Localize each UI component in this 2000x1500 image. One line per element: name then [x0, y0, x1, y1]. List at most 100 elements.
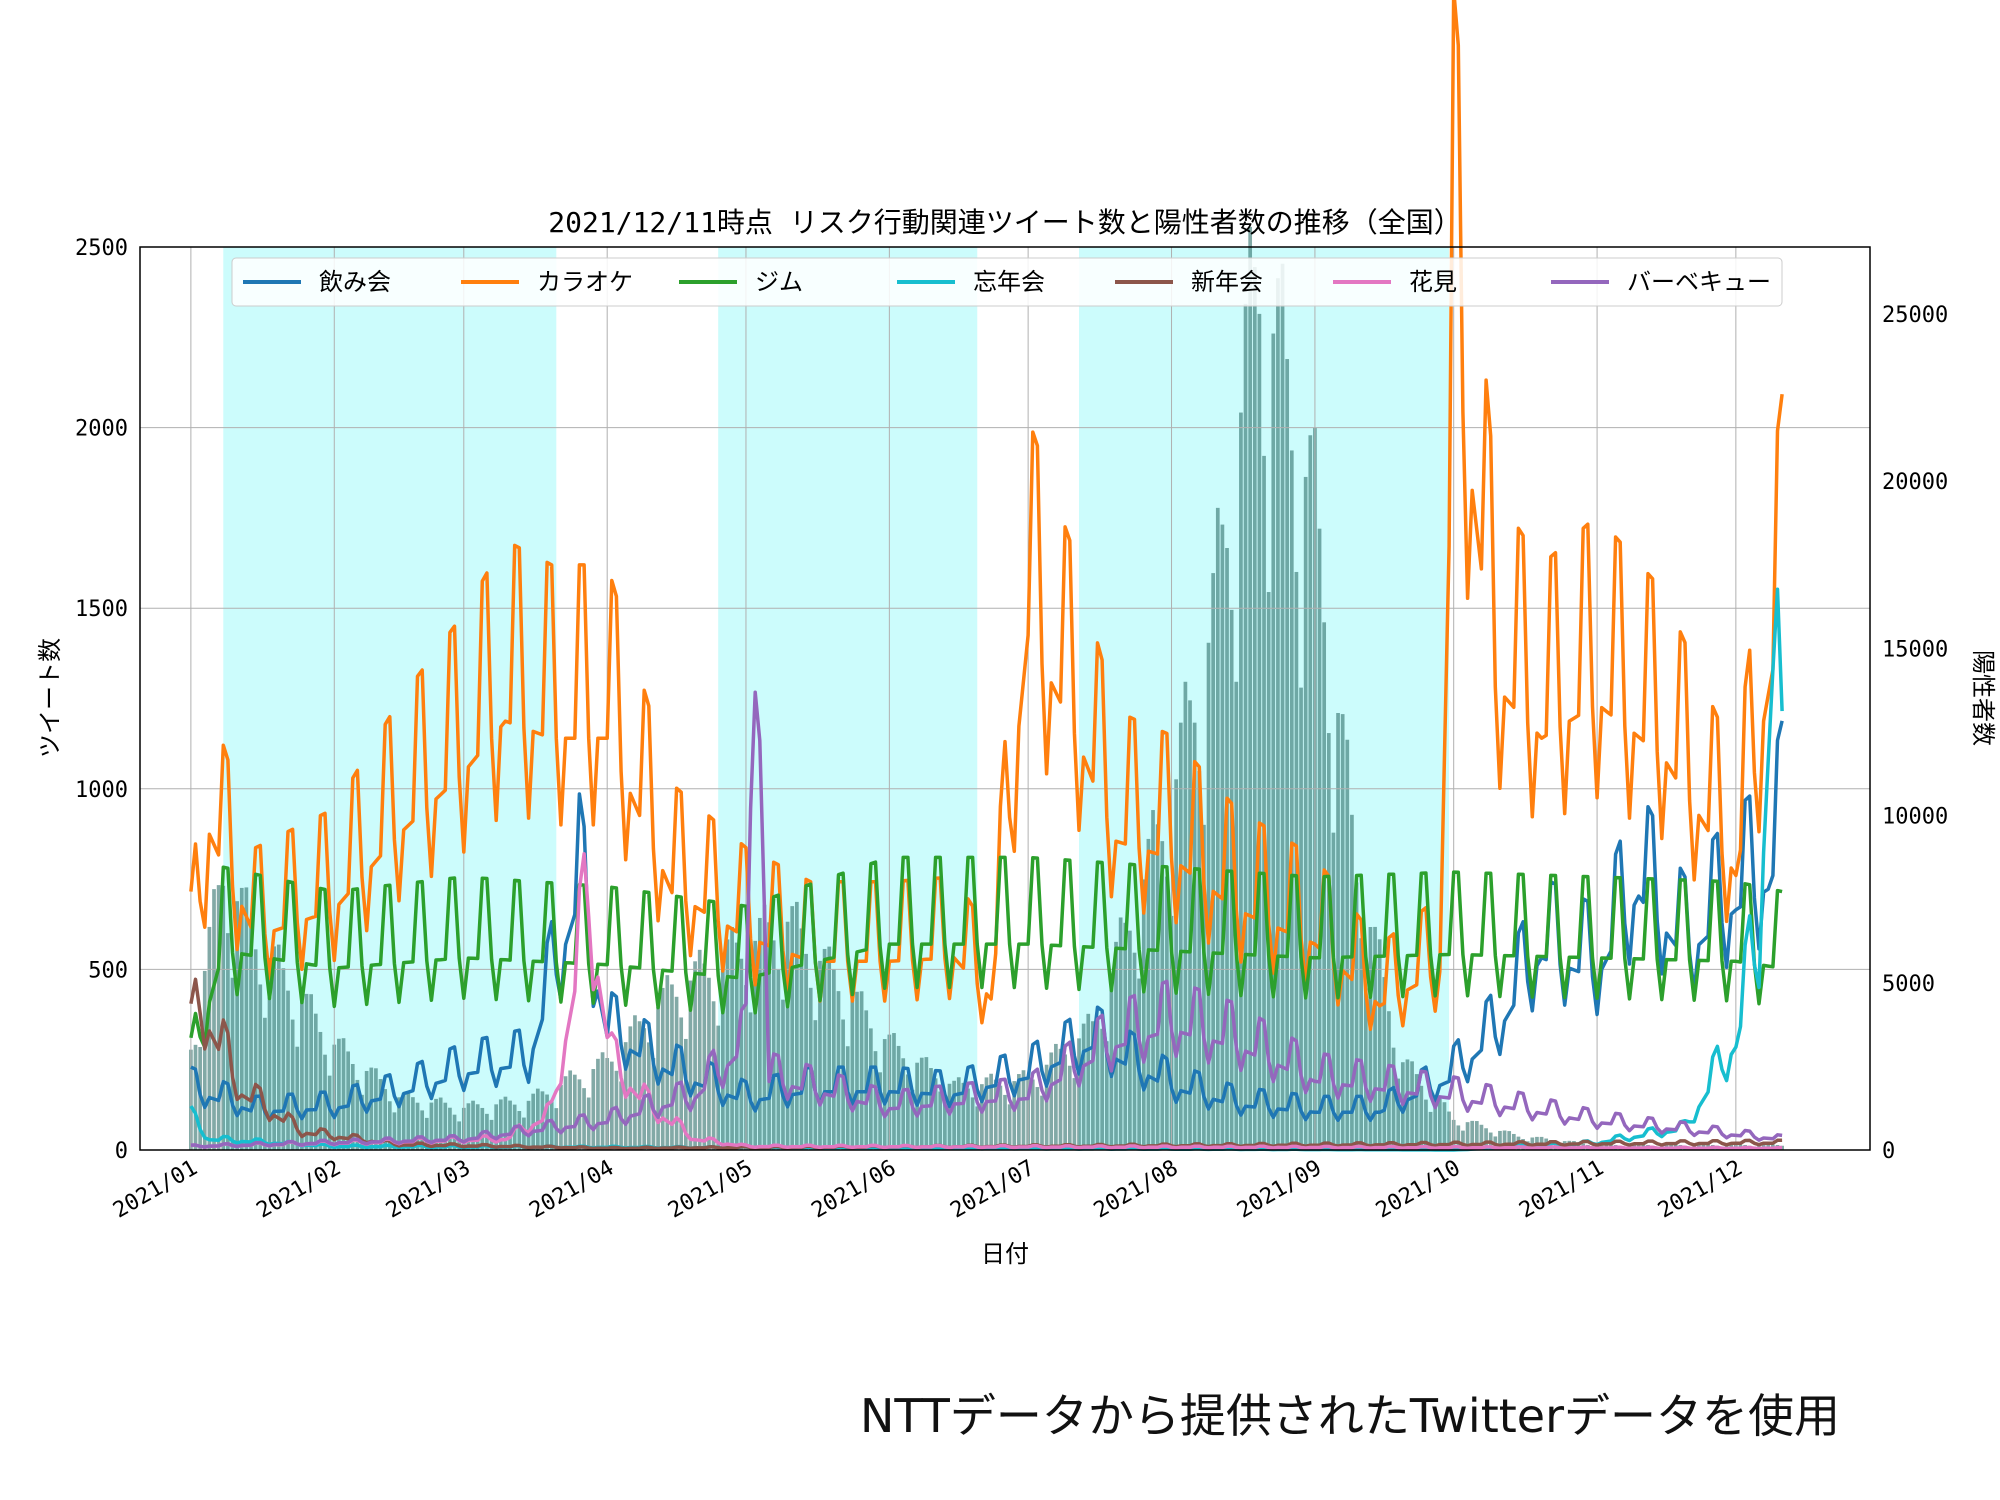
positive-cases-bar [804, 953, 808, 1150]
positive-cases-bar [827, 946, 832, 1150]
positive-cases-bar [434, 1098, 438, 1150]
positive-cases-bar [397, 1097, 401, 1150]
positive-cases-bar [596, 1058, 600, 1150]
positive-cases-bar [378, 1079, 383, 1150]
positive-cases-bar [1396, 1078, 1401, 1150]
positive-cases-bar [276, 944, 281, 1150]
positive-cases-bar [1086, 1013, 1091, 1150]
series-line-2 [189, 855, 1783, 1049]
x-tick-label: 2021/06 [808, 1156, 901, 1224]
positive-cases-bar [938, 1091, 943, 1150]
positive-cases-bar [411, 1097, 415, 1150]
positive-cases-bar [665, 975, 670, 1150]
positive-cases-bar [1474, 1121, 1479, 1150]
positive-cases-bar [327, 1075, 332, 1150]
positive-cases-bar [832, 969, 836, 1150]
positive-cases-bar [1780, 1145, 1784, 1150]
positive-cases-bar [582, 1088, 586, 1150]
positive-cases-bar [457, 1121, 462, 1150]
positive-cases-bar [1456, 1125, 1461, 1150]
positive-cases-bar [730, 927, 734, 1150]
positive-cases-bar [785, 921, 790, 1150]
positive-cases-bar [901, 1058, 906, 1150]
positive-cases-bar [790, 906, 795, 1150]
positive-cases-bar [1178, 722, 1183, 1150]
series-line-0 [190, 720, 1784, 1122]
positive-cases-bar [855, 991, 859, 1150]
chart-title: 2021/12/11時点 リスク行動関連ツイート数と陽性者数の推移（全国） [548, 206, 1461, 239]
positive-cases-bar [1109, 973, 1114, 1150]
positive-cases-bar [882, 1039, 887, 1150]
positive-cases-bar [1410, 1061, 1414, 1150]
positive-cases-bar [1030, 1079, 1035, 1150]
positive-cases-bar [1077, 1038, 1081, 1150]
positive-cases-bar [1289, 450, 1294, 1150]
positive-cases-bar [1225, 548, 1229, 1150]
positive-cases-bar [919, 1057, 924, 1150]
positive-cases-bar [1276, 278, 1280, 1150]
positive-cases-bar [896, 1045, 901, 1150]
positive-cases-bar [1331, 832, 1336, 1150]
positive-cases-bar [878, 1072, 882, 1150]
positive-cases-bar [1285, 359, 1290, 1150]
positive-cases-bar [563, 1076, 568, 1150]
positive-cases-bar [1447, 1111, 1451, 1150]
positive-cases-bar [1280, 263, 1285, 1150]
y2-tick-label: 0 [1882, 1139, 1895, 1164]
x-tick-label: 2021/10 [1372, 1156, 1465, 1224]
positive-cases-bar [559, 1084, 563, 1150]
positive-cases-bar [267, 957, 272, 1150]
positive-cases-bar [1414, 1074, 1419, 1150]
positive-cases-bar [1155, 824, 1160, 1150]
positive-cases-bar [1091, 1021, 1095, 1150]
positive-cases-bar [1502, 1130, 1507, 1150]
positive-cases-bar [1419, 1085, 1424, 1150]
positive-cases-bar [281, 968, 286, 1150]
positive-cases-bar [1262, 455, 1266, 1150]
positive-cases-bar [1220, 524, 1225, 1150]
y2-tick-label: 15000 [1882, 637, 1948, 662]
y2-tick-label: 20000 [1882, 470, 1948, 495]
positive-cases-bar [424, 1117, 429, 1150]
positive-cases-bar [350, 1064, 355, 1150]
positive-cases-bar [818, 960, 822, 1150]
positive-cases-bar [415, 1102, 420, 1150]
positive-cases-bar [799, 928, 804, 1150]
positive-cases-bar [1391, 1047, 1396, 1150]
positive-cases-bar [906, 1074, 910, 1150]
legend: 飲み会 カラオケ ジム 忘年会 新年会 花見 バーベキュー [231, 257, 1783, 307]
positive-cases-bar [929, 1068, 933, 1150]
positive-cases-bar [1442, 1102, 1447, 1150]
positive-cases-bar [263, 1017, 267, 1150]
positive-cases-bar [980, 1084, 984, 1150]
positive-cases-bar [401, 1093, 406, 1150]
legend-label: 飲み会 [319, 268, 391, 296]
positive-cases-bar [304, 993, 309, 1150]
x-tick-label: 2021/03 [382, 1156, 475, 1224]
positive-cases-bar [341, 1038, 346, 1150]
positive-cases-bar [1072, 1078, 1077, 1150]
positive-cases-bar [1317, 528, 1322, 1150]
x-tick-label: 2021/02 [252, 1156, 345, 1224]
y-tick-label: 2500 [75, 236, 128, 261]
positive-cases-bar [1063, 1054, 1067, 1150]
positive-cases-bar [1202, 824, 1206, 1150]
positive-cases-bar [1428, 1111, 1433, 1150]
positive-cases-bar [1206, 642, 1211, 1150]
positive-cases-bar [725, 939, 730, 1150]
series-line-1 [189, 0, 1784, 1032]
positive-cases-bar [1359, 938, 1364, 1150]
positive-cases-bar [1100, 1028, 1104, 1150]
positive-cases-bar [202, 970, 207, 1150]
legend-label: ジム [755, 268, 803, 296]
positive-cases-bar [1354, 882, 1359, 1150]
positive-cases-bar [1141, 879, 1146, 1150]
positive-cases-bar [1017, 1074, 1021, 1150]
positive-cases-bar [1197, 770, 1202, 1150]
positive-cases-bar [1345, 739, 1350, 1150]
positive-cases-bar [531, 1093, 536, 1150]
positive-cases-bar [429, 1102, 434, 1150]
y-tick-label: 500 [88, 958, 128, 983]
positive-cases-bar [549, 1101, 554, 1150]
positive-cases-bar [508, 1100, 512, 1150]
